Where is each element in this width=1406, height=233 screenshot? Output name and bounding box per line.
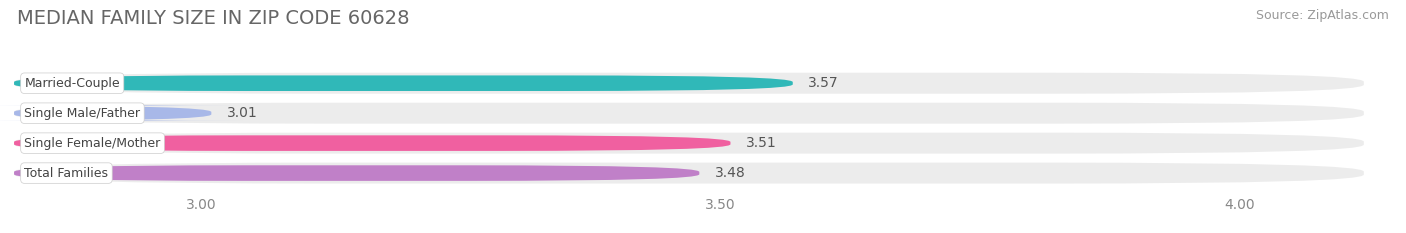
Text: Source: ZipAtlas.com: Source: ZipAtlas.com (1256, 9, 1389, 22)
FancyBboxPatch shape (14, 163, 1364, 184)
FancyBboxPatch shape (14, 75, 793, 91)
FancyBboxPatch shape (14, 73, 1364, 94)
Text: 3.57: 3.57 (808, 76, 839, 90)
Text: 3.01: 3.01 (226, 106, 257, 120)
FancyBboxPatch shape (14, 165, 699, 181)
FancyBboxPatch shape (14, 135, 731, 151)
FancyBboxPatch shape (14, 103, 1364, 124)
FancyBboxPatch shape (0, 105, 242, 121)
Text: MEDIAN FAMILY SIZE IN ZIP CODE 60628: MEDIAN FAMILY SIZE IN ZIP CODE 60628 (17, 9, 409, 28)
Text: 3.51: 3.51 (747, 136, 776, 150)
Text: Single Male/Father: Single Male/Father (24, 107, 141, 120)
Text: Total Families: Total Families (24, 167, 108, 180)
FancyBboxPatch shape (14, 133, 1364, 154)
Text: Married-Couple: Married-Couple (24, 77, 120, 90)
Text: 3.48: 3.48 (714, 166, 745, 180)
Text: Single Female/Mother: Single Female/Mother (24, 137, 160, 150)
